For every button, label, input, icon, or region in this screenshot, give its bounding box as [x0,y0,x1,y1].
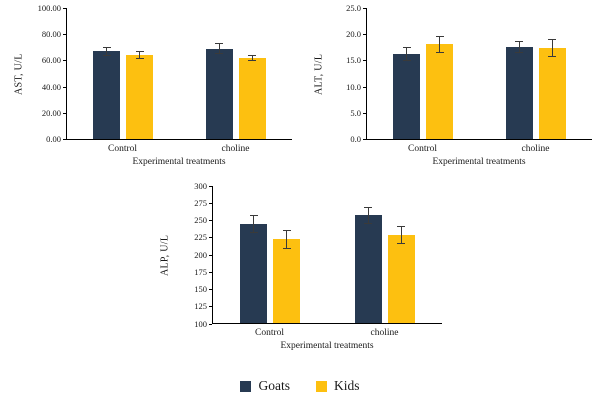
y-tick-label: 100 [194,319,212,329]
y-tick-label: 125 [194,302,212,311]
bar-slot [238,8,266,139]
bar-kids-control [126,55,154,139]
bar-group-choline [180,8,293,139]
y-tick-label: 80.00 [42,29,66,39]
alt-y-ticks: 25.0 20.0 15.0 10.0 5.0 0.0 [326,3,366,145]
y-tick-label: 10.0 [346,82,366,92]
alp-plot-area [212,186,442,324]
bar-goats-choline [505,46,533,139]
error-bar [282,229,291,250]
alt-x-axis-label: Experimental treatments [432,157,526,167]
error-bar [402,47,411,61]
alt-y-axis-label: ALT, U/L [313,53,325,95]
y-tick-label: 275 [194,198,212,208]
ast-x-category-labels: Control choline [66,140,292,154]
bar-kids-control [273,239,301,323]
bar-kids-control [426,44,454,139]
y-tick-label: 0.0 [350,135,366,144]
bar-goats-choline [205,48,233,139]
bar-slot [538,8,566,139]
alp-y-axis-label: ALP, U/L [159,234,171,276]
legend-label-kids: Kids [333,378,360,393]
ast-y-axis-label: AST, U/L [13,53,25,95]
alt-x-category-labels: Control choline [366,140,592,154]
x-category-label: Control [254,328,285,338]
y-tick-label: 0.00 [46,135,66,144]
bar-group-choline [480,8,593,139]
x-category-label: choline [521,144,550,154]
y-tick-label: 15.0 [346,56,366,65]
x-category-label: Control [107,144,138,154]
y-tick-label: 225 [194,233,212,242]
bar-slot [205,8,233,139]
bar-kids-choline [387,234,415,323]
bar-kids-choline [538,48,566,139]
x-category-label: choline [370,328,399,338]
bar-slot [393,8,421,139]
alp-x-category-labels: Control choline [212,324,442,338]
alp-y-ticks: 300 275 250 225 200 175 150 125 100 [172,181,212,329]
bar-group-control [67,8,180,139]
bar-slot [387,186,415,323]
legend-label-goats: Goats [258,378,290,393]
y-tick-label: 60.00 [42,56,66,65]
bar-slot [426,8,454,139]
y-tick-label: 20.00 [42,109,66,118]
error-bar [435,35,444,53]
bar-slot [93,8,121,139]
y-tick-label: 100.00 [38,3,66,13]
bar-goats-control [240,223,268,323]
legend: Goats Kids [0,378,600,394]
y-tick-label: 25.0 [346,3,366,13]
y-tick-label: 250 [194,216,212,225]
bar-slot [273,186,301,323]
x-category-label: choline [221,144,250,154]
bar-goats-control [393,54,421,139]
error-bar [102,46,111,56]
error-bar [249,214,258,233]
error-bar [364,206,373,225]
bar-slot [505,8,533,139]
error-bar [135,51,144,60]
kids-color-swatch [315,380,327,392]
alp-x-axis-label: Experimental treatments [280,341,374,351]
goats-color-swatch [240,380,252,392]
error-bar [515,40,524,54]
bar-goats-choline [354,215,382,323]
alt-chart: ALT, U/L 25.0 20.0 15.0 10.0 5.0 0.0 Control c… [312,3,592,167]
y-tick-label: 300 [194,181,212,191]
bar-slot [240,186,268,323]
legend-item-kids: Kids [315,378,360,394]
bar-slot [126,8,154,139]
error-bar [248,54,257,62]
x-category-label: Control [407,144,438,154]
alp-chart: ALP, U/L 300 275 250 225 200 175 150 125 100 Con… [158,181,442,351]
y-tick-label: 20.0 [346,29,366,39]
bar-slot [354,186,382,323]
ast-x-axis-label: Experimental treatments [132,157,226,167]
y-tick-label: 40.00 [42,82,66,92]
y-tick-label: 5.0 [350,109,366,118]
ast-chart: AST, U/L 100.00 80.00 60.00 40.00 20.00 0.00 … [12,3,292,167]
bar-group-choline [328,186,443,323]
error-bar [215,43,224,54]
y-tick-label: 175 [194,267,212,277]
bar-goats-control [93,51,121,139]
error-bar [548,39,557,58]
ast-y-ticks: 100.00 80.00 60.00 40.00 20.00 0.00 [26,3,66,145]
ast-plot-area [66,8,292,140]
bar-group-control [367,8,480,139]
bar-kids-choline [238,57,266,139]
bar-group-control [213,186,328,323]
legend-item-goats: Goats [240,378,290,394]
y-tick-label: 200 [194,250,212,260]
alt-plot-area [366,8,592,140]
y-tick-label: 150 [194,285,212,294]
error-bar [397,225,406,244]
